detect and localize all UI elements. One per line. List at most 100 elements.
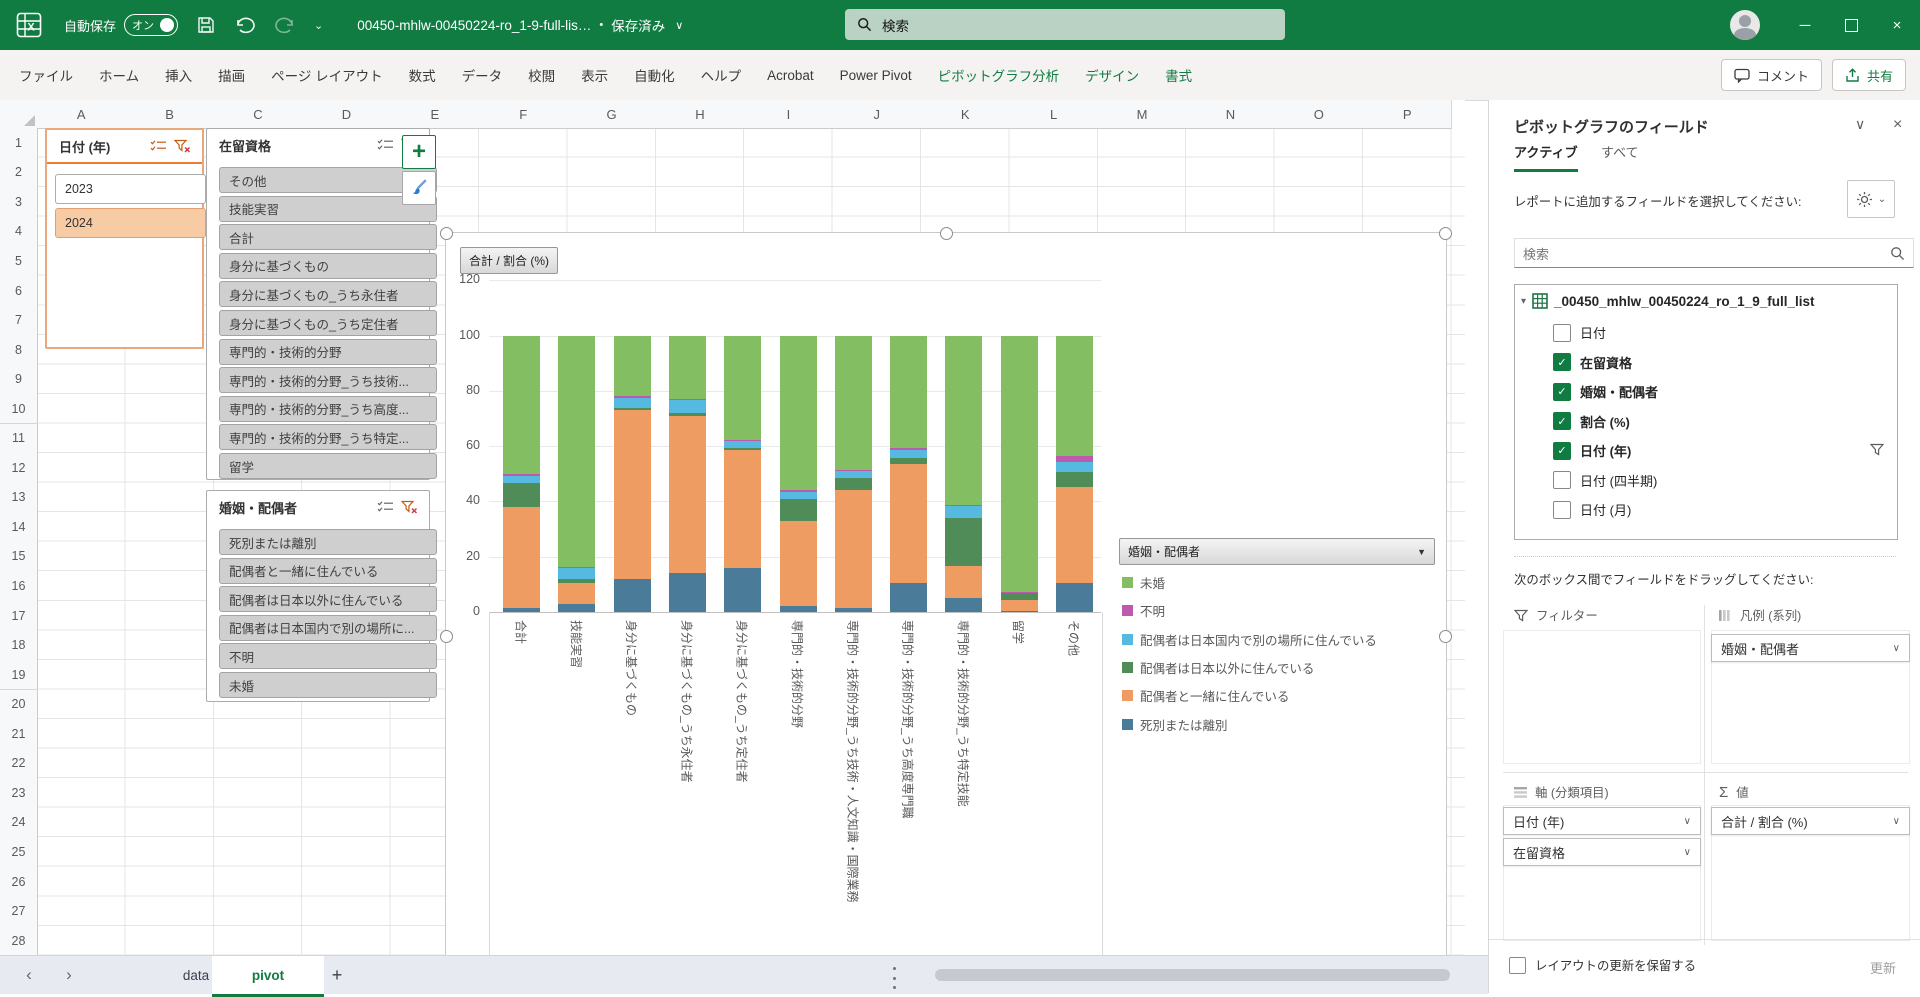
chart-selection-handle[interactable]	[1439, 227, 1452, 240]
slicer-item[interactable]: 配偶者と一緒に住んでいる	[219, 557, 437, 584]
row-header-23[interactable]: 23	[0, 778, 38, 809]
chart-selection-handle[interactable]	[940, 227, 953, 240]
slicer-item[interactable]: 合計	[219, 224, 437, 251]
legend-pill[interactable]: 婚姻・配偶者 ∨	[1711, 634, 1910, 662]
column-header-M[interactable]: M	[1097, 100, 1188, 129]
checkbox-icon[interactable]	[1509, 956, 1526, 974]
legend-field-button[interactable]: 婚姻・配偶者 ▼	[1119, 538, 1435, 565]
row-header-3[interactable]: 3	[0, 187, 38, 218]
defer-layout-checkbox[interactable]: レイアウトの更新を保留する	[1509, 956, 1696, 974]
slicer-item[interactable]: 配偶者は日本国内で別の場所に...	[219, 614, 437, 641]
avatar[interactable]	[1730, 10, 1760, 40]
field-item[interactable]: ✓ 在留資格	[1553, 353, 1632, 372]
field-item[interactable]: ✓ 割合 (%)	[1553, 412, 1630, 431]
row-header-4[interactable]: 4	[0, 216, 38, 248]
field-checkbox[interactable]	[1553, 500, 1571, 519]
column-header-E[interactable]: E	[390, 100, 480, 129]
row-header-10[interactable]: 10	[0, 393, 38, 425]
row-header-2[interactable]: 2	[0, 157, 38, 189]
horizontal-scrollbar[interactable]	[935, 969, 1450, 981]
column-header-I[interactable]: I	[744, 100, 834, 129]
axis-pill[interactable]: 在留資格 ∨	[1503, 838, 1701, 866]
collapse-icon[interactable]: ▾	[1521, 295, 1527, 307]
chart-selection-handle[interactable]	[440, 630, 453, 643]
redo-icon[interactable]	[274, 15, 296, 35]
chart-elements-plus-button[interactable]: +	[402, 135, 436, 169]
ribbon-tab-6[interactable]: データ	[461, 69, 503, 84]
row-header-27[interactable]: 27	[0, 896, 38, 927]
slicer-item[interactable]: 専門的・技術的分野_うち特定...	[219, 424, 437, 451]
column-header-B[interactable]: B	[125, 100, 215, 129]
slicer-item[interactable]: 2023	[55, 174, 206, 204]
pane-tab-1[interactable]: すべて	[1601, 145, 1639, 160]
slicer-item[interactable]: その他	[219, 167, 437, 193]
ribbon-tab-5[interactable]: 数式	[408, 69, 436, 84]
column-header-G[interactable]: G	[567, 100, 657, 129]
row-header-18[interactable]: 18	[0, 630, 38, 661]
slicer-konin-haigusha[interactable]: 婚姻・配偶者 死別または離別 配偶者と一緒に住んでいる 配偶者は日本以外に住んでいる…	[206, 490, 437, 702]
ribbon-tab-1[interactable]: ホーム	[99, 69, 140, 84]
field-item[interactable]: 日付 (月)	[1553, 500, 1631, 519]
field-checkbox[interactable]	[1553, 323, 1571, 342]
row-header-21[interactable]: 21	[0, 719, 38, 750]
undo-icon[interactable]	[234, 15, 256, 35]
field-checkbox[interactable]: ✓	[1553, 441, 1571, 460]
sheet-tab-pivot[interactable]: pivot	[212, 956, 324, 997]
maximize-button[interactable]	[1828, 0, 1874, 50]
ribbon-tab-10[interactable]: ヘルプ	[700, 69, 742, 84]
pane-tab-0[interactable]: アクティブ	[1514, 142, 1578, 172]
comments-button[interactable]: コメント	[1720, 59, 1822, 91]
close-button[interactable]: ×	[1892, 16, 1902, 34]
row-header-15[interactable]: 15	[0, 541, 38, 573]
row-header-1[interactable]: 1	[0, 128, 38, 159]
slicer-item[interactable]: 専門的・技術的分野_うち高度...	[219, 395, 437, 422]
legend-drop-zone[interactable]	[1711, 630, 1910, 764]
slicer-zairyu-shikaku[interactable]: 在留資格 その他 技能実習 合計 身分に基づくもの 身分に基づくもの_うち永住者 身分に基…	[206, 128, 437, 480]
slicer-item[interactable]: 不明	[219, 643, 437, 670]
axis-pill[interactable]: 日付 (年) ∨	[1503, 807, 1701, 835]
column-header-F[interactable]: F	[479, 100, 569, 129]
row-header-24[interactable]: 24	[0, 807, 38, 839]
axis-drop-zone[interactable]	[1503, 805, 1701, 941]
row-header-9[interactable]: 9	[0, 364, 38, 395]
chart-selection-handle[interactable]	[440, 227, 453, 240]
prev-sheet-icon[interactable]: ‹	[26, 965, 32, 984]
add-sheet-button[interactable]: +	[331, 964, 343, 985]
row-header-7[interactable]: 7	[0, 305, 38, 336]
tools-gear-button[interactable]: ⌄	[1847, 180, 1895, 218]
row-header-20[interactable]: 20	[0, 689, 38, 721]
pane-collapse-icon[interactable]: ∨	[1855, 116, 1866, 132]
save-icon[interactable]	[196, 15, 216, 35]
ribbon-tab-9[interactable]: 自動化	[634, 69, 675, 84]
column-header-C[interactable]: C	[213, 100, 304, 129]
slicer-item[interactable]: 身分に基づくもの	[219, 252, 437, 279]
fields-search-input[interactable]: 検索	[1514, 238, 1914, 268]
ribbon-tab-4[interactable]: ページ レイアウト	[271, 69, 383, 84]
next-sheet-icon[interactable]: ›	[66, 965, 72, 984]
column-header-A[interactable]: A	[37, 100, 127, 129]
row-header-12[interactable]: 12	[0, 453, 38, 484]
slicer-item[interactable]: 身分に基づくもの_うち定住者	[219, 310, 437, 336]
slicer-item[interactable]: 死別または離別	[219, 529, 437, 555]
ribbon-tab-7[interactable]: 校閲	[528, 69, 556, 84]
field-item[interactable]: 日付	[1553, 323, 1606, 342]
slicer-item[interactable]: 身分に基づくもの_うち永住者	[219, 281, 437, 308]
ribbon-tab-11[interactable]: Acrobat	[767, 67, 814, 83]
ribbon-tab-12[interactable]: Power Pivot	[839, 67, 912, 83]
filters-drop-zone[interactable]	[1503, 630, 1701, 764]
document-title[interactable]: 00450-mhlw-00450224-ro_1-9-full-lis… • 保…	[357, 15, 683, 35]
ribbon-tab-3[interactable]: 描画	[218, 69, 246, 84]
select-all-corner[interactable]	[0, 100, 38, 129]
slicer-item[interactable]: 専門的・技術的分野_うち技術...	[219, 367, 437, 394]
row-header-14[interactable]: 14	[0, 512, 38, 543]
ribbon-tab-8[interactable]: 表示	[581, 69, 609, 84]
share-button[interactable]: 共有	[1831, 59, 1906, 91]
field-checkbox[interactable]: ✓	[1553, 412, 1571, 430]
ribbon-tab-0[interactable]: ファイル	[19, 69, 73, 84]
ribbon-tab-2[interactable]: 挿入	[165, 69, 193, 84]
row-header-22[interactable]: 22	[0, 748, 38, 780]
quick-access-chevron-icon[interactable]: ⌄	[314, 19, 324, 32]
field-item[interactable]: ✓ 日付 (年)	[1553, 441, 1631, 460]
column-header-J[interactable]: J	[832, 100, 922, 129]
